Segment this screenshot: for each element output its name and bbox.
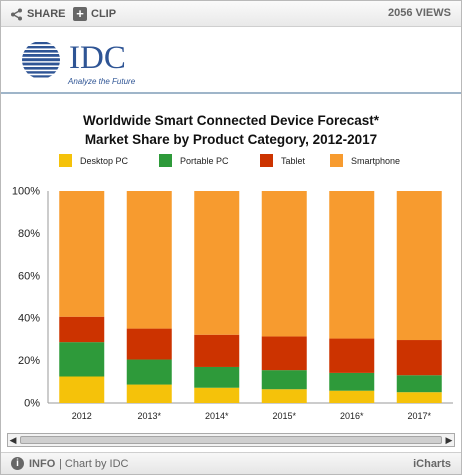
legend-swatch [330, 154, 343, 167]
legend-label: Portable PC [180, 155, 229, 166]
bar-segment [329, 191, 375, 339]
x-tick-label: 2017* [407, 411, 431, 421]
y-tick-label: 20% [18, 355, 40, 367]
clip-button[interactable]: + CLIP [73, 6, 116, 22]
legend-item-smartphone: Smartphone [330, 154, 400, 167]
legend-label: Smartphone [351, 155, 401, 166]
y-tick-label: 0% [24, 398, 40, 410]
legend-label: Tablet [281, 155, 306, 166]
bar-segment [396, 392, 442, 403]
globe-icon [22, 42, 60, 78]
bar-segment [261, 370, 307, 390]
x-tick-label: 2015* [272, 411, 296, 421]
bar-segment [59, 342, 105, 377]
bar-segment [126, 384, 172, 403]
toolbar: SHARE + CLIP 2056 VIEWS [1, 1, 461, 27]
bar-segment [194, 366, 240, 388]
info-icon[interactable]: i [11, 457, 24, 470]
x-tick-label: 2012 [72, 411, 92, 421]
bar-segment [396, 191, 442, 341]
y-tick-label: 40% [18, 313, 40, 325]
clip-label: CLIP [91, 8, 117, 20]
footer: i INFO | Chart by IDC iCharts [1, 452, 461, 474]
x-tick-label: 2014* [205, 411, 229, 421]
info-link[interactable]: INFO [29, 458, 56, 470]
horizontal-scrollbar[interactable]: ◀ ▶ [7, 433, 455, 447]
share-label: SHARE [27, 8, 66, 20]
bar-segment [261, 336, 307, 371]
x-tick-label: 2013* [137, 411, 161, 421]
logo-band: IDC Analyze the Future [1, 28, 461, 94]
y-tick-label: 80% [18, 228, 40, 240]
scroll-left-icon[interactable]: ◀ [9, 435, 17, 445]
y-tick-label: 100% [12, 186, 40, 198]
chart-area: Worldwide Smart Connected Device Forecas… [1, 96, 461, 426]
legend-item-desktop: Desktop PC [59, 154, 128, 167]
scroll-thumb[interactable] [20, 436, 442, 444]
share-icon [9, 7, 23, 21]
plot-area: 0% 20% 40% 60% 80% 100% 2012 2013* 2014* 2015* 201… [12, 186, 453, 421]
chart-by-label[interactable]: | Chart by IDC [59, 458, 129, 470]
idc-logo: IDC [69, 40, 126, 76]
plus-icon: + [73, 7, 87, 21]
bar-segment [329, 338, 375, 373]
legend-item-portable: Portable PC [159, 154, 229, 167]
icharts-brand[interactable]: iCharts [413, 458, 451, 470]
bar-segment [396, 340, 442, 376]
bar-segment [194, 387, 240, 403]
bar-segment [329, 390, 375, 403]
logo-tagline: Analyze the Future [68, 77, 136, 86]
y-tick-label: 60% [18, 270, 40, 282]
legend-swatch [260, 154, 273, 167]
scroll-right-icon[interactable]: ▶ [445, 435, 453, 445]
view-count: 2056 VIEWS [388, 7, 451, 19]
chart-subtitle: Market Share by Product Category, 2012-2… [84, 132, 378, 147]
bar-segment [261, 389, 307, 403]
share-button[interactable]: SHARE [9, 6, 66, 22]
chart-legend: Desktop PC Portable PC Tablet Smartphone [1, 154, 461, 170]
bar-segment [126, 328, 172, 360]
bar-segment [194, 191, 240, 335]
x-tick-label: 2016* [340, 411, 364, 421]
bar-segment [59, 191, 105, 317]
bar-segment [194, 334, 240, 367]
bar-segment [329, 372, 375, 391]
legend-swatch [159, 154, 172, 167]
bar-segment [59, 316, 105, 343]
chart-title: Worldwide Smart Connected Device Forecas… [82, 113, 380, 128]
bar-segment [126, 191, 172, 329]
legend-item-tablet: Tablet [260, 154, 305, 167]
bar-segment [261, 191, 307, 337]
bar-segment [396, 375, 442, 393]
bar-segment [59, 376, 105, 403]
legend-swatch [59, 154, 72, 167]
legend-label: Desktop PC [80, 155, 129, 166]
bar-segment [126, 359, 172, 385]
